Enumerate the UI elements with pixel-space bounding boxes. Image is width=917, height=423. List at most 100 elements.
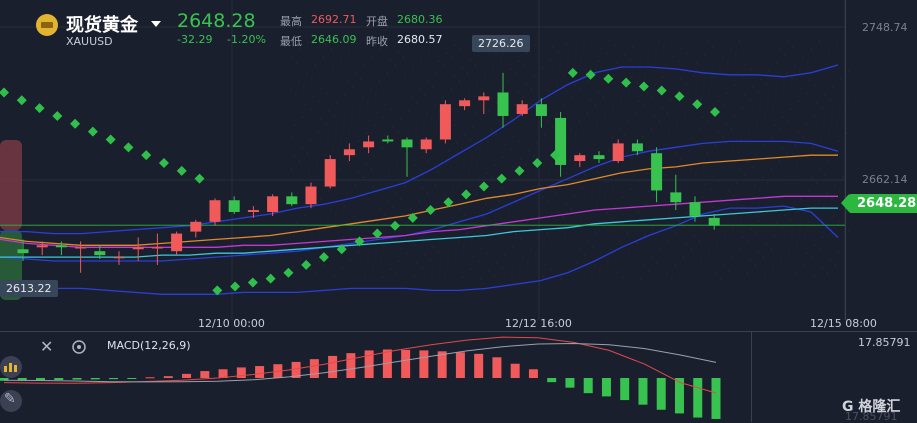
- map-dot: [399, 149, 401, 151]
- map-dot: [321, 87, 323, 89]
- map-dot: [706, 152, 708, 154]
- macd-histogram-bar: [90, 378, 100, 380]
- map-dot: [461, 147, 463, 149]
- map-dot: [653, 115, 655, 117]
- map-dot: [712, 46, 714, 48]
- map-dot: [353, 55, 355, 57]
- map-dot: [545, 263, 547, 265]
- map-dot: [455, 253, 457, 255]
- map-dot: [727, 61, 729, 63]
- candle-body: [420, 139, 432, 150]
- macd-histogram-bar: [382, 349, 392, 378]
- map-dot: [725, 203, 727, 205]
- map-dot: [532, 186, 534, 188]
- sar-dot: [247, 277, 258, 288]
- map-dot: [316, 162, 318, 164]
- candle-body: [574, 155, 586, 162]
- map-dot: [294, 124, 296, 126]
- map-dot: [755, 233, 757, 235]
- map-dot: [612, 186, 614, 188]
- map-dot: [612, 106, 614, 108]
- map-dot: [703, 165, 705, 167]
- map-dot: [836, 122, 838, 124]
- map-dot: [749, 259, 751, 261]
- map-dot: [517, 91, 519, 93]
- macd-chart[interactable]: [0, 332, 755, 422]
- candle-body: [382, 139, 394, 142]
- draw-tool-button[interactable]: [0, 390, 22, 412]
- map-dot: [398, 260, 400, 262]
- map-dot: [354, 184, 356, 186]
- map-dot: [838, 140, 840, 142]
- map-dot: [644, 234, 646, 236]
- map-dot: [339, 169, 341, 171]
- map-dot: [411, 97, 413, 99]
- map-dot: [663, 45, 665, 47]
- map-dot: [428, 50, 430, 52]
- map-dot: [693, 235, 695, 237]
- map-dot: [315, 273, 317, 275]
- map-dot: [466, 232, 468, 234]
- map-dot: [737, 71, 739, 73]
- map-dot: [649, 159, 651, 161]
- map-dot: [819, 169, 821, 171]
- sar-dot: [16, 95, 27, 106]
- instrument-name[interactable]: 现货黄金: [66, 15, 138, 36]
- sar-dot: [567, 67, 578, 78]
- map-dot: [298, 160, 300, 162]
- map-dot: [690, 248, 692, 250]
- map-dot: [828, 50, 830, 52]
- map-dot: [829, 99, 831, 101]
- close-icon[interactable]: ✕: [40, 337, 54, 356]
- map-dot: [434, 104, 436, 106]
- chevron-down-icon[interactable]: [151, 21, 161, 27]
- map-dot: [829, 259, 831, 261]
- map-dot: [692, 106, 694, 108]
- map-dot: [348, 50, 350, 52]
- sar-dot: [212, 285, 223, 296]
- map-dot: [501, 267, 503, 269]
- map-dot: [826, 192, 828, 194]
- map-dot: [300, 258, 302, 260]
- sar-dot: [176, 165, 187, 176]
- map-dot: [504, 254, 506, 256]
- time-label-3: 12/15 08:00: [810, 317, 877, 330]
- map-dot: [369, 199, 371, 201]
- settings-icon[interactable]: [70, 338, 88, 356]
- map-dot: [317, 131, 319, 133]
- map-dot: [370, 88, 372, 90]
- map-dot: [355, 153, 357, 155]
- brand-logo: G 格隆汇: [842, 399, 901, 415]
- map-dot: [414, 244, 416, 246]
- map-dot: [385, 103, 387, 105]
- map-dot: [290, 88, 292, 90]
- map-dot: [570, 128, 572, 130]
- map-dot: [601, 127, 603, 129]
- macd-histogram-bar: [674, 378, 684, 414]
- map-dot: [799, 69, 801, 71]
- map-dot: [291, 137, 293, 139]
- sar-dot: [692, 99, 703, 110]
- map-dot: [522, 96, 524, 98]
- map-dot: [821, 267, 823, 269]
- map-dot: [374, 44, 376, 46]
- map-dot: [357, 171, 359, 173]
- map-dot: [560, 278, 562, 280]
- map-dot: [608, 150, 610, 152]
- map-dot: [442, 96, 444, 98]
- map-dot: [777, 271, 779, 273]
- map-dot: [406, 252, 408, 254]
- map-dot: [537, 271, 539, 273]
- map-dot: [349, 259, 351, 261]
- map-dot: [498, 120, 500, 122]
- sar-dot: [621, 77, 632, 88]
- map-dot: [772, 106, 774, 108]
- map-dot: [792, 46, 794, 48]
- map-dot: [638, 180, 640, 182]
- map-dot: [815, 213, 817, 215]
- sar-dot: [301, 259, 312, 270]
- map-dot: [840, 78, 842, 80]
- map-dot: [767, 101, 769, 103]
- candle-body: [670, 192, 682, 203]
- map-dot: [703, 85, 705, 87]
